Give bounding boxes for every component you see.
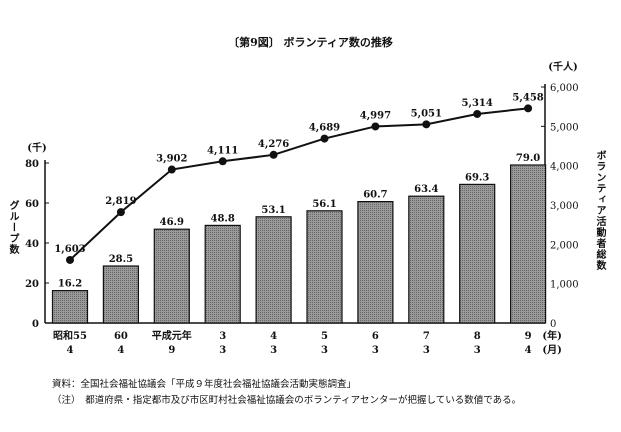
bar-value-label: 60.7: [363, 190, 387, 201]
right-tick-label: 5,000: [550, 122, 579, 133]
x-tick-label-month: 9: [168, 345, 175, 356]
x-tick-label-year: 3: [219, 331, 226, 342]
line-value-label: 5,051: [411, 108, 442, 119]
left-tick-label: 80: [25, 159, 39, 170]
left-tick-label: 0: [32, 319, 39, 330]
x-tick-label-year: 9: [525, 331, 532, 342]
right-tick-label: 6,000: [550, 83, 579, 94]
line-value-label: 4,997: [360, 110, 391, 121]
bar: [510, 164, 547, 324]
line-point: [66, 255, 74, 264]
x-tick-label-year: 7: [423, 331, 430, 342]
line-value-label: 2,819: [105, 196, 136, 207]
line-point: [320, 134, 329, 143]
right-tick-label: 4,000: [550, 162, 579, 173]
x-tick-label-year: 6: [372, 331, 379, 342]
x-tick-label-year: 平成元年: [152, 329, 192, 342]
x-tick-label-month: 4: [117, 345, 124, 356]
bar: [459, 183, 496, 324]
line-point: [218, 157, 227, 166]
right-tick-label: 0: [550, 319, 556, 330]
bar-value-label: 16.2: [58, 279, 82, 290]
x-tick-label-year: 昭和55: [53, 329, 87, 342]
bar: [102, 265, 140, 324]
x-tick-label-year: 60: [114, 331, 128, 342]
bar-value-label: 46.9: [160, 217, 184, 228]
x-tick-label-month: 4: [525, 345, 532, 356]
right-axis-label: ボランティア活動者総数: [594, 150, 605, 271]
right-axis-unit: (千人): [548, 60, 577, 73]
bar: [51, 290, 89, 324]
line-point: [167, 165, 176, 174]
bar: [357, 201, 394, 324]
line-value-label: 4,689: [309, 123, 340, 134]
left-axis-label: グループ数: [7, 200, 18, 255]
left-axis-unit: (千): [27, 141, 46, 154]
line-value-label: 1,603: [54, 244, 85, 255]
bar: [306, 210, 343, 324]
x-tick-label-month: 3: [270, 345, 277, 356]
x-tick-label-year: 8: [474, 331, 481, 342]
bar-value-label: 53.1: [261, 205, 285, 216]
line-value-label: 4,111: [207, 145, 238, 156]
line-point: [524, 104, 533, 113]
line-point: [116, 208, 125, 217]
x-tick-label-month: 3: [321, 345, 328, 356]
x-tick-label-month: 3: [474, 345, 481, 356]
footnote: （注） 都道府県・指定都市及び市区町村社会福祉協議会のボランティアセンターが把握…: [52, 395, 522, 406]
bar-value-label: 69.3: [465, 172, 489, 183]
bar-value-label: 28.5: [109, 254, 133, 265]
x-tick-label-month: 4: [67, 345, 74, 356]
chart-title: 〔第9図〕 ボランティア数の推移: [228, 36, 393, 49]
right-tick-label: 2,000: [550, 240, 579, 251]
bar: [408, 195, 445, 324]
x-tick-label-month: 3: [423, 345, 430, 356]
bar: [255, 216, 292, 324]
line-point: [371, 122, 380, 131]
x-tick-label-month: 3: [372, 345, 379, 356]
bar: [153, 228, 190, 324]
bar: [204, 224, 241, 324]
x-tick-label-year: 4: [270, 331, 277, 342]
line-point: [422, 120, 431, 129]
line-value-label: 5,458: [512, 92, 543, 103]
line-value-label: 4,276: [258, 139, 289, 150]
bar-value-label: 63.4: [414, 184, 438, 195]
line-point: [473, 109, 482, 118]
left-tick-label: 20: [25, 279, 39, 290]
right-tick-label: 3,000: [550, 201, 579, 212]
left-tick-label: 40: [25, 239, 39, 250]
line-value-label: 5,314: [462, 98, 493, 109]
left-tick-label: 60: [25, 199, 39, 210]
x-unit-month: (月): [542, 344, 561, 356]
line-point: [269, 150, 278, 159]
bar-value-label: 79.0: [516, 153, 540, 164]
right-tick-label: 1,000: [550, 280, 579, 291]
line-value-label: 3,902: [156, 154, 187, 165]
x-unit-year: (年): [542, 329, 561, 342]
bar-value-label: 56.1: [312, 199, 336, 210]
x-tick-label-year: 5: [321, 331, 328, 342]
source-note: 資料：全国社会福祉協議会「平成９年度社会福祉協議会活動実態調査」: [52, 379, 357, 390]
x-tick-label-month: 3: [219, 345, 226, 356]
bar-value-label: 48.8: [211, 213, 235, 224]
line-series: [69, 107, 529, 261]
